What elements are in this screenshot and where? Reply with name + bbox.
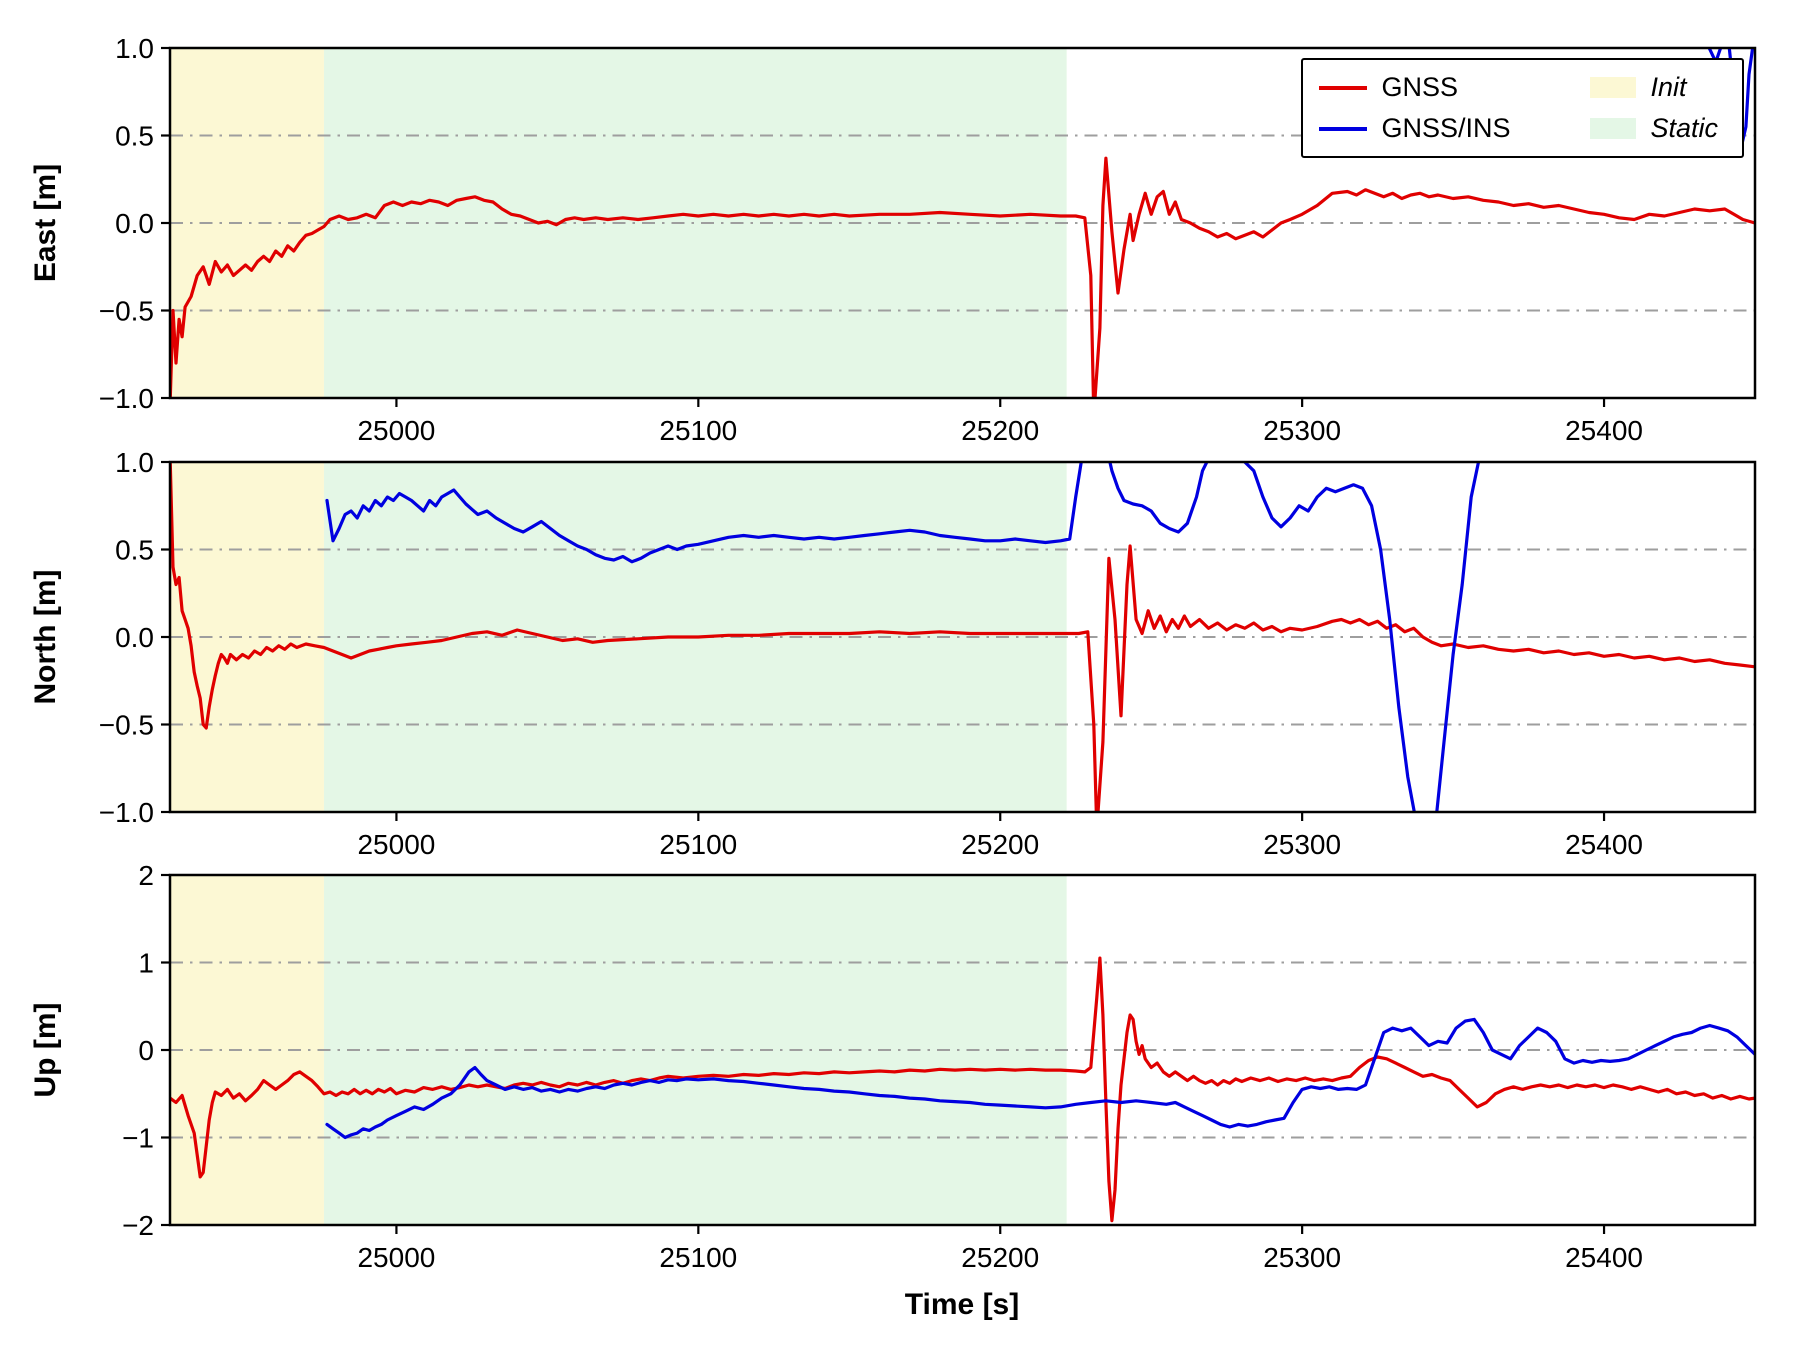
- x-tick-label: 25100: [659, 1242, 737, 1273]
- y-tick-label: 0.0: [115, 208, 154, 239]
- subplot-east-m: 25000 25100 25200 25300 25400 −1.0 −0.5 0.0 0.5 1…: [99, 33, 1757, 446]
- y-tick-label: −2: [122, 1210, 154, 1241]
- legend-label-static: Static: [1650, 113, 1718, 143]
- east-axis-label: East [m]: [29, 163, 62, 283]
- x-tick-label: 25200: [961, 415, 1039, 446]
- north-axis-label: North [m]: [29, 569, 62, 705]
- x-tick-label: 25300: [1263, 1242, 1341, 1273]
- y-tick-label: 1.0: [115, 33, 154, 64]
- x-tick-label: 25300: [1263, 829, 1341, 860]
- legend-entry-gnss-ins: GNSS/INS: [1319, 113, 1510, 144]
- y-tick-label: −1.0: [99, 383, 154, 414]
- y-tick-label: 0: [138, 1035, 154, 1066]
- series-gnss: [170, 156, 1755, 398]
- legend-entry-static: Static: [1590, 113, 1718, 144]
- x-tick-label: 25400: [1565, 829, 1643, 860]
- x-tick-label: 25000: [357, 415, 435, 446]
- y-tick-label: −0.5: [99, 710, 154, 741]
- y-tick-label: 0.5: [115, 535, 154, 566]
- x-tick-label: 25400: [1565, 1242, 1643, 1273]
- legend: GNSS Init GNSS/INS Static: [1301, 58, 1744, 158]
- region-static: [323, 875, 1067, 1225]
- x-tick-label: 25200: [961, 829, 1039, 860]
- legend-entry-gnss: GNSS: [1319, 72, 1510, 103]
- subplot-north-m: 25000 25100 25200 25300 25400 −1.0 −0.5 0.0 0.5 1…: [99, 447, 1757, 860]
- subplot-up-m: 25000 25100 25200 25300 25400 −2 −1 0 1 2: [122, 860, 1757, 1273]
- series-gnss-ins: [325, 462, 1481, 812]
- gnss-line-swatch: [1319, 85, 1368, 90]
- x-tick-label: 25000: [357, 829, 435, 860]
- y-tick-label: 0.5: [115, 121, 154, 152]
- x-tick-label: 25000: [357, 1242, 435, 1273]
- x-tick-label: 25100: [659, 829, 737, 860]
- init-patch-swatch: [1590, 77, 1637, 98]
- static-patch-swatch: [1590, 118, 1637, 139]
- series-gnss: [170, 462, 1755, 812]
- series-gnss-ins: [325, 1017, 1755, 1140]
- y-tick-label: 2: [138, 860, 154, 891]
- y-tick-label: 0.0: [115, 622, 154, 653]
- legend-label-gnss-ins: GNSS/INS: [1381, 113, 1511, 143]
- legend-label-gnss: GNSS: [1381, 72, 1458, 102]
- y-tick-label: 1: [138, 948, 154, 979]
- y-tick-label: −0.5: [99, 296, 154, 327]
- x-tick-label: 25300: [1263, 415, 1341, 446]
- series-gnss: [170, 956, 1755, 1223]
- x-tick-label: 25100: [659, 415, 737, 446]
- x-tick-label: 25200: [961, 1242, 1039, 1273]
- y-tick-label: −1.0: [99, 797, 154, 828]
- y-tick-label: 1.0: [115, 447, 154, 478]
- gnss-ins-line-swatch: [1319, 126, 1368, 131]
- legend-label-init: Init: [1650, 72, 1687, 102]
- y-tick-label: −1: [122, 1123, 154, 1154]
- legend-entry-init: Init: [1590, 72, 1718, 103]
- time-axis-label: Time [s]: [904, 1288, 1020, 1321]
- x-tick-label: 25400: [1565, 415, 1643, 446]
- up-axis-label: Up [m]: [29, 1002, 62, 1098]
- region-static: [323, 48, 1067, 398]
